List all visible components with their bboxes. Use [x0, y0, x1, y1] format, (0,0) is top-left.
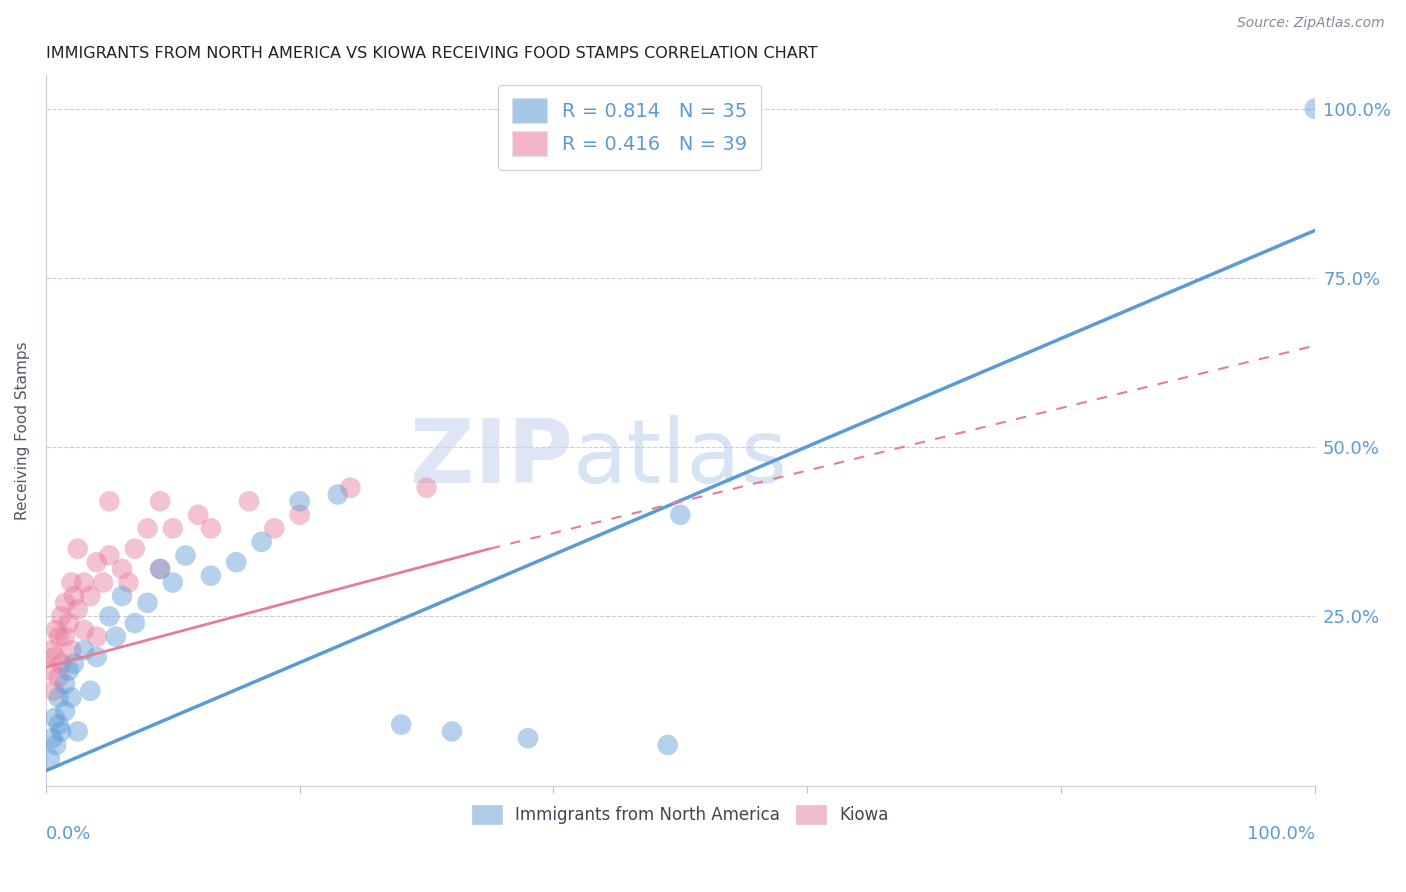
Point: [73, 643, 96, 657]
Point: [60, 690, 83, 705]
Point: [45, 623, 67, 637]
Point: [415, 481, 437, 495]
Point: [389, 717, 412, 731]
Point: [48, 670, 70, 684]
Point: [162, 575, 184, 590]
Point: [41, 643, 63, 657]
Point: [136, 596, 159, 610]
Legend: Immigrants from North America, Kiowa: Immigrants from North America, Kiowa: [465, 798, 896, 830]
Point: [86, 555, 108, 569]
Point: [45, 738, 67, 752]
Point: [117, 575, 139, 590]
Point: [263, 521, 285, 535]
Point: [66, 541, 89, 556]
Point: [98, 609, 121, 624]
Point: [66, 724, 89, 739]
Text: Source: ZipAtlas.com: Source: ZipAtlas.com: [1237, 16, 1385, 30]
Point: [79, 589, 101, 603]
Point: [124, 616, 146, 631]
Point: [136, 521, 159, 535]
Point: [86, 630, 108, 644]
Point: [250, 534, 273, 549]
Point: [42, 683, 65, 698]
Text: 0.0%: 0.0%: [46, 824, 91, 843]
Point: [238, 494, 260, 508]
Point: [98, 494, 121, 508]
Point: [1303, 102, 1326, 116]
Point: [60, 575, 83, 590]
Point: [73, 575, 96, 590]
Point: [53, 704, 76, 718]
Point: [98, 549, 121, 563]
Point: [657, 738, 679, 752]
Point: [44, 649, 66, 664]
Point: [288, 508, 311, 522]
Point: [149, 494, 172, 508]
Point: [288, 494, 311, 508]
Point: [48, 690, 70, 705]
Point: [111, 562, 134, 576]
Point: [44, 711, 66, 725]
Point: [124, 541, 146, 556]
Point: [51, 657, 73, 671]
Point: [66, 602, 89, 616]
Point: [111, 589, 134, 603]
Point: [73, 623, 96, 637]
Point: [58, 616, 80, 631]
Point: [149, 562, 172, 576]
Text: IMMIGRANTS FROM NORTH AMERICA VS KIOWA RECEIVING FOOD STAMPS CORRELATION CHART: IMMIGRANTS FROM NORTH AMERICA VS KIOWA R…: [46, 46, 818, 62]
Point: [149, 562, 172, 576]
Point: [63, 589, 86, 603]
Point: [53, 596, 76, 610]
Point: [41, 731, 63, 746]
Point: [38, 664, 60, 678]
Point: [51, 609, 73, 624]
Point: [200, 521, 222, 535]
Point: [60, 643, 83, 657]
Point: [58, 664, 80, 678]
Point: [187, 508, 209, 522]
Text: atlas: atlas: [572, 415, 787, 502]
Point: [53, 630, 76, 644]
Point: [200, 568, 222, 582]
Point: [225, 555, 247, 569]
Point: [79, 683, 101, 698]
Point: [48, 630, 70, 644]
Point: [440, 724, 463, 739]
Point: [669, 508, 692, 522]
Text: ZIP: ZIP: [409, 415, 572, 502]
Point: [339, 481, 361, 495]
Point: [48, 717, 70, 731]
Point: [86, 649, 108, 664]
Point: [174, 549, 197, 563]
Y-axis label: Receiving Food Stamps: Receiving Food Stamps: [15, 341, 30, 519]
Point: [51, 724, 73, 739]
Text: 100.0%: 100.0%: [1247, 824, 1315, 843]
Point: [517, 731, 540, 746]
Point: [326, 487, 349, 501]
Point: [91, 575, 114, 590]
Point: [63, 657, 86, 671]
Point: [162, 521, 184, 535]
Point: [104, 630, 127, 644]
Point: [38, 751, 60, 765]
Point: [53, 677, 76, 691]
